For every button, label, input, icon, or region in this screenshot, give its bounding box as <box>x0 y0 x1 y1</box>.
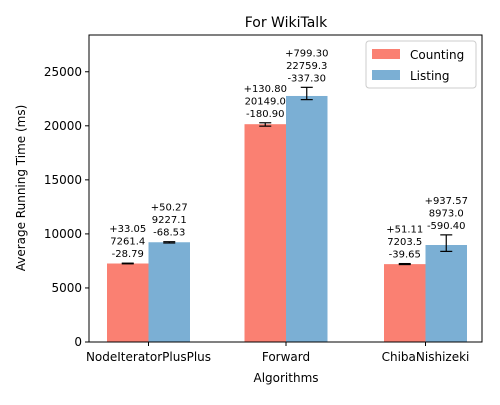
x-tick-label: NodeIteratorPlusPlus <box>86 350 211 364</box>
legend-swatch-listing <box>372 70 400 80</box>
bar-listing-2 <box>425 245 467 342</box>
legend: Counting Listing <box>365 40 477 89</box>
error-bar-counting-0 <box>121 262 134 265</box>
error-bar-counting-1 <box>259 122 272 127</box>
legend-swatch-counting <box>372 49 400 59</box>
data-label-listing-0-1: 9227.1 <box>152 215 187 226</box>
chart-title: For WikiTalk <box>245 15 328 31</box>
data-label-counting-1-2: -180.90 <box>246 109 285 120</box>
legend-label-counting: Counting <box>410 48 464 62</box>
data-label-counting-2-1: 7203.5 <box>387 237 422 248</box>
error-bar-listing-1 <box>300 86 313 101</box>
bars-layer <box>107 95 467 343</box>
data-label-listing-0-0: +50.27 <box>151 203 188 214</box>
error-bar-listing-0 <box>163 241 176 244</box>
data-label-listing-2-1: 8973.0 <box>429 208 464 219</box>
axes-layer: 0 5000 10000 15000 20000 25000 NodeIteratorPlu… <box>44 34 483 364</box>
data-label-counting-1-1: 20149.0 <box>245 96 286 107</box>
data-label-counting-0-2: -28.79 <box>112 249 144 260</box>
data-label-counting-0-1: 7261.4 <box>110 237 145 248</box>
x-axis-label: Algorithms <box>253 371 318 385</box>
y-axis-label: Average Running Time (ms) <box>14 105 28 272</box>
data-label-counting-2-0: +51.11 <box>386 225 423 236</box>
error-bars-layer <box>121 86 453 266</box>
y-tick-label: 15000 <box>44 173 82 187</box>
data-label-counting-1-0: +130.80 <box>244 84 287 95</box>
error-bar-listing-2 <box>440 234 453 252</box>
y-tick-label: 25000 <box>44 65 82 79</box>
error-bar-counting-2 <box>398 262 411 266</box>
y-tick-label: 5000 <box>51 281 82 295</box>
y-tick-label: 20000 <box>44 119 82 133</box>
x-tick-label: Forward <box>262 350 310 364</box>
data-label-listing-2-0: +937.57 <box>425 196 468 207</box>
bar-counting-2 <box>384 264 426 342</box>
bar-counting-0 <box>107 263 149 342</box>
y-tick-label: 0 <box>74 335 82 349</box>
data-label-listing-0-2: -68.53 <box>153 228 185 239</box>
data-label-counting-0-0: +33.05 <box>109 224 146 235</box>
bar-listing-0 <box>148 242 190 342</box>
data-label-listing-1-2: -337.30 <box>287 73 326 84</box>
data-label-listing-1-1: 22759.3 <box>286 61 327 72</box>
bar-listing-1 <box>286 95 328 342</box>
bar-counting-1 <box>244 124 286 343</box>
data-label-counting-2-2: -39.65 <box>389 250 421 261</box>
x-tick-label: ChibaNishizeki <box>382 350 470 364</box>
data-label-listing-2-2: -590.40 <box>427 221 466 232</box>
data-label-listing-1-0: +799.30 <box>285 48 328 59</box>
y-tick-label: 10000 <box>44 227 82 241</box>
legend-label-listing: Listing <box>410 69 450 83</box>
